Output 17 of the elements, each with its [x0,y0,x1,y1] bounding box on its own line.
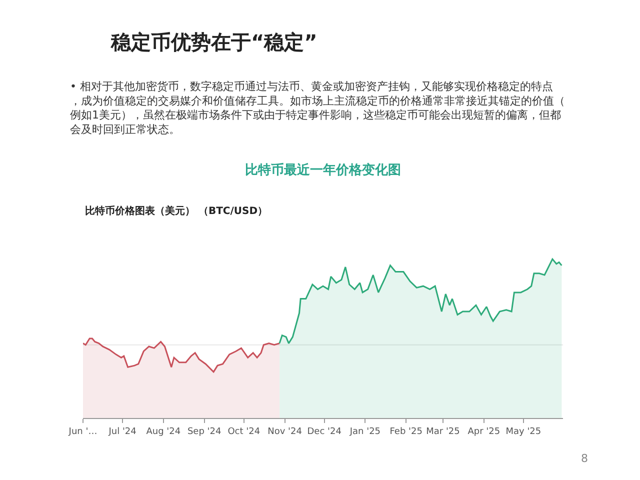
chart-title: 稳定币优势在于“稳定” [110,30,318,54]
x-tick-label: Mar '25 [426,426,460,437]
text: 8 [581,452,588,465]
x-tick-label: Oct '24 [228,426,260,437]
x-tick-label: May '25 [506,426,542,437]
x-tick-label: Jan '25 [348,426,381,437]
x-tick-label: Jun '… [68,426,98,437]
x-tick-label: Nov '24 [268,426,302,437]
x-tick-label: Apr '25 [468,426,500,437]
chart-subtitle: 比特币最近一年价格变化图 [245,162,401,178]
x-tick-label: Sep '24 [187,426,222,437]
text: • 相对于其他加密货币，数字稳定币通过与法币、黄金或加密资产挂钩，又能够实现价格稳定的特点，成为价值稳定的交易媒介和价值储存工具。如市场上主流稳定币的价格通常非常接近其锚定的价值（例如1美元），虽然在极端市场条件下或由于特定事件影响，这些稳定币可能会出现短暂的偏离，但都会及时回到正常状态。 [70,80,565,136]
x-tick-label: Aug '24 [146,426,181,437]
x-tick-label: Dec '24 [307,426,342,437]
x-tick-label: Feb '25 [390,426,422,437]
y-axis-title: 比特币价格图表（美元） （BTC/USD） [85,205,268,217]
x-tick-label: Jul '24 [108,426,137,437]
